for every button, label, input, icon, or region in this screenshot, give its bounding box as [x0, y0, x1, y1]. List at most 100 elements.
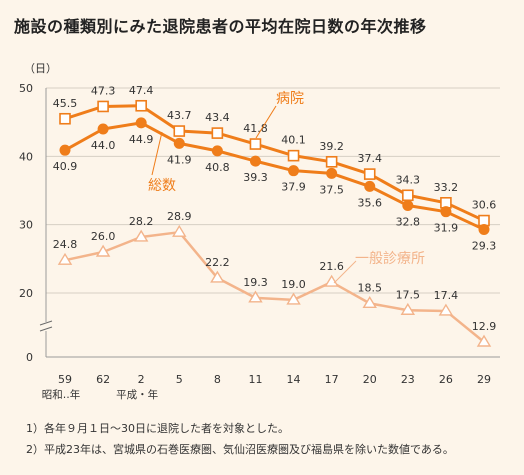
series-line-3 — [64, 230, 485, 343]
data-label: 35.6 — [357, 196, 382, 209]
point-marker — [249, 138, 262, 150]
x-tick-label: 2 — [138, 373, 145, 386]
data-label: 47.3 — [91, 84, 116, 97]
point-marker — [211, 127, 224, 139]
point-marker — [362, 295, 377, 309]
data-label: 12.9 — [472, 320, 497, 333]
data-label: 37.9 — [281, 181, 306, 194]
data-label: 45.5 — [53, 97, 78, 110]
point-marker — [97, 123, 109, 135]
y-tick-label: 0 — [26, 351, 33, 364]
data-label: 24.8 — [53, 238, 78, 251]
x-tick-label: 17 — [325, 373, 339, 386]
point-marker — [248, 290, 263, 303]
x-tick-label: 29 — [477, 373, 491, 386]
data-label: 41.8 — [243, 122, 268, 135]
x-tick-label: 23 — [401, 373, 415, 386]
era-label: 昭和‥年 — [42, 388, 81, 401]
data-label: 34.3 — [396, 173, 421, 186]
data-label: 28.9 — [167, 210, 192, 223]
point-marker — [173, 125, 186, 137]
point-marker — [286, 292, 301, 305]
series-leader-line — [151, 131, 163, 176]
point-marker — [97, 100, 109, 113]
y-tick-label: 20 — [19, 287, 33, 300]
data-label: 28.2 — [129, 215, 154, 228]
series-line-2 — [64, 121, 485, 231]
point-marker — [476, 334, 492, 347]
series-name-label: 一般診療所 — [355, 250, 425, 267]
data-label: 19.3 — [243, 276, 268, 289]
y-tick-label: 40 — [19, 150, 33, 163]
data-label: 26.0 — [91, 230, 116, 243]
data-label: 44.9 — [129, 133, 154, 146]
x-tick-label: 11 — [248, 373, 262, 386]
point-marker — [173, 137, 185, 149]
data-label: 37.5 — [319, 183, 344, 196]
footnote-2: 2）平成23年は、宮城県の石巻医療圏、気仙沼医療圏及び福島県を除いた数値である。 — [26, 443, 454, 456]
point-marker — [364, 180, 376, 192]
point-marker — [440, 206, 452, 218]
x-tick-label: 5 — [176, 373, 183, 386]
x-tick-label: 59 — [58, 373, 72, 386]
point-marker — [59, 144, 71, 156]
footnotes: 1）各年９月１日～30日に退院した者を対象とした。 2）平成23年は、宮城県の石… — [26, 418, 454, 460]
y-tick-label: 50 — [19, 82, 33, 95]
point-marker — [478, 223, 490, 235]
point-marker — [59, 112, 71, 125]
era-label: 平成・年 — [116, 388, 158, 401]
point-marker — [210, 270, 225, 283]
point-marker — [363, 168, 376, 180]
point-marker — [287, 149, 300, 162]
x-tick-label: 14 — [287, 373, 301, 386]
series-line-1 — [64, 104, 485, 222]
data-label: 40.9 — [53, 160, 78, 173]
data-label: 37.4 — [357, 152, 382, 165]
x-tick-label: 62 — [96, 373, 110, 386]
axis-break-mark — [39, 320, 53, 332]
data-label: 40.1 — [281, 134, 306, 147]
point-marker — [325, 156, 338, 168]
data-label: 17.5 — [396, 288, 421, 301]
data-label: 40.8 — [205, 161, 230, 174]
point-marker — [402, 189, 414, 202]
data-label: 44.0 — [91, 139, 116, 152]
data-label: 22.2 — [205, 256, 230, 269]
point-marker — [135, 117, 147, 129]
footnote-1: 1）各年９月１日～30日に退院した者を対象とした。 — [26, 422, 289, 435]
x-tick-label: 20 — [363, 373, 377, 386]
series-name-label: 病院 — [276, 91, 304, 107]
point-marker — [211, 145, 223, 157]
data-label: 41.9 — [167, 153, 192, 166]
point-marker — [135, 99, 147, 112]
y-tick-label: 30 — [19, 219, 33, 232]
point-marker — [133, 229, 149, 242]
x-tick-label: 26 — [439, 373, 453, 386]
data-label: 47.4 — [129, 84, 154, 97]
series-name-label: 総数 — [148, 178, 176, 194]
point-marker — [326, 167, 338, 179]
data-label: 43.7 — [167, 109, 192, 122]
point-marker — [324, 274, 339, 287]
data-label: 21.6 — [319, 260, 344, 273]
data-label: 39.3 — [243, 171, 268, 184]
data-label: 29.3 — [472, 239, 497, 252]
data-label: 19.0 — [281, 278, 306, 291]
series-leader-line — [333, 260, 357, 284]
data-label: 18.5 — [357, 281, 382, 294]
point-marker — [95, 244, 111, 257]
point-marker — [438, 303, 454, 316]
series-leader-line — [255, 105, 277, 139]
y-axis-unit: （日） — [24, 62, 57, 75]
data-label: 17.4 — [434, 289, 459, 302]
data-label: 33.2 — [434, 181, 459, 194]
data-label: 31.9 — [434, 222, 459, 235]
point-marker — [57, 252, 73, 265]
point-marker — [400, 302, 416, 315]
chart-title: 施設の種類別にみた退院患者の平均在院日数の年次推移 — [14, 17, 427, 36]
data-label: 30.6 — [472, 199, 497, 212]
point-marker — [172, 224, 187, 237]
point-marker — [288, 165, 300, 177]
data-label: 43.4 — [205, 111, 230, 124]
